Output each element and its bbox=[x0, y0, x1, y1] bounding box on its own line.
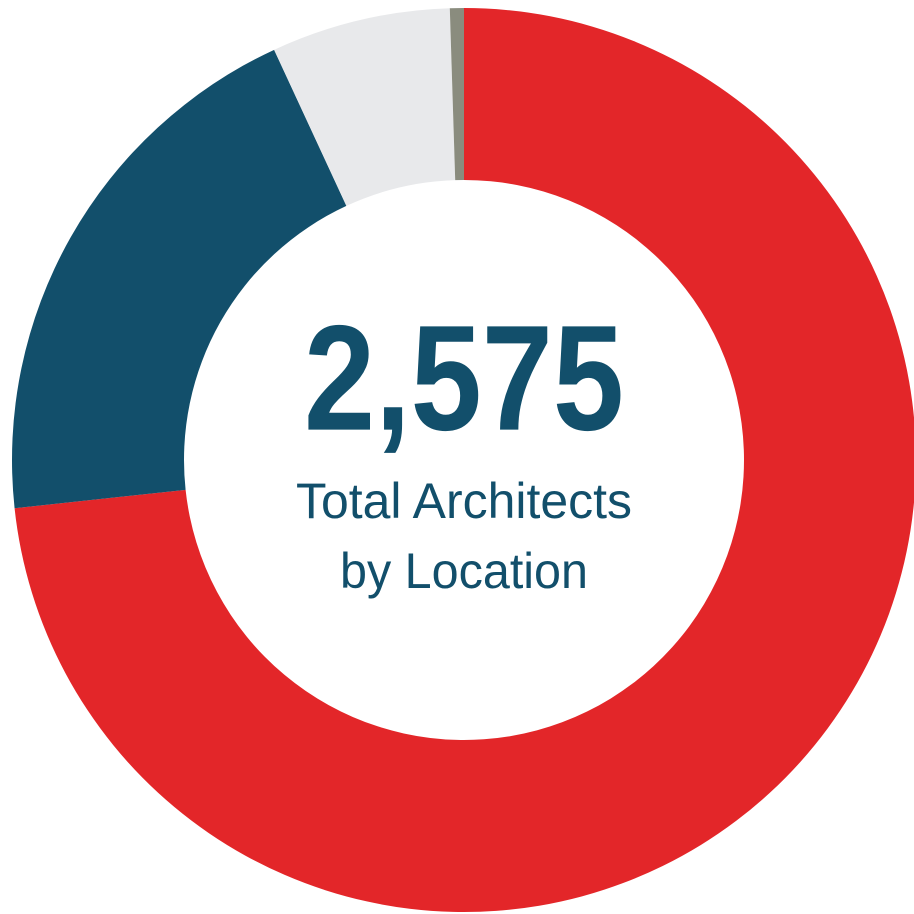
total-value: 2,575 bbox=[304, 294, 624, 462]
donut-slice bbox=[274, 8, 456, 206]
caption-line: Total Architects bbox=[296, 473, 632, 529]
caption-line: by Location bbox=[340, 543, 588, 599]
donut-slice bbox=[11, 49, 347, 509]
donut-slice bbox=[14, 8, 914, 912]
donut bbox=[11, 8, 914, 912]
donut-slice bbox=[449, 8, 464, 181]
